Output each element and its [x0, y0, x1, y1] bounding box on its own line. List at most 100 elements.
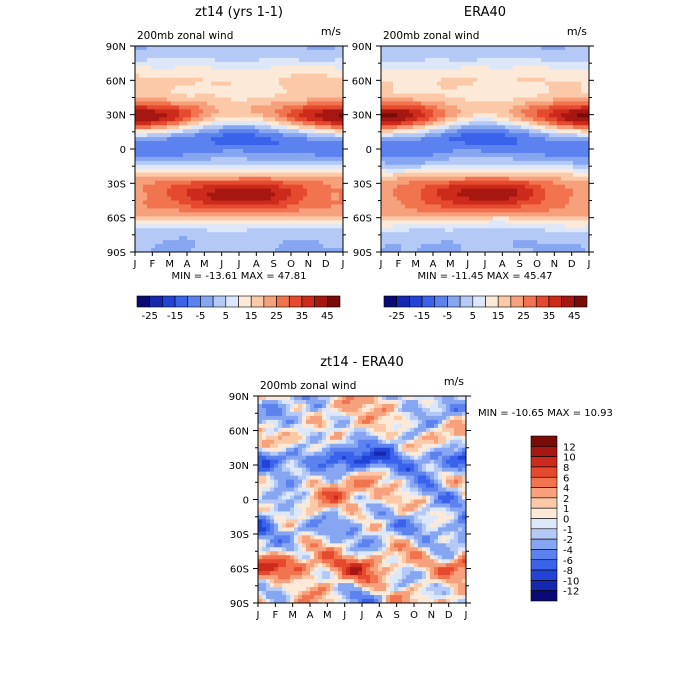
heatmap-cell: [255, 129, 260, 134]
heatmap-cell: [417, 236, 422, 241]
heatmap-cell: [243, 184, 248, 190]
heatmap-cell: [501, 244, 506, 249]
heatmap-cell: [397, 121, 402, 126]
heatmap-cell: [283, 93, 288, 98]
heatmap-cell: [227, 105, 232, 110]
heatmap-cell: [397, 232, 402, 237]
heatmap-cell: [401, 69, 406, 75]
heatmap-cell: [275, 53, 280, 59]
heatmap-cell: [135, 129, 140, 134]
heatmap-cell: [215, 236, 220, 241]
heatmap-cell: [533, 200, 538, 205]
heatmap-cell: [485, 113, 490, 118]
heatmap-cell: [413, 89, 418, 94]
heatmap-cell: [323, 232, 328, 237]
heatmap-cell: [215, 73, 220, 79]
heatmap-cell: [525, 65, 530, 71]
heatmap-cell: [461, 145, 466, 150]
heatmap-cell: [505, 101, 510, 106]
heatmap-cell: [171, 85, 176, 90]
heatmap-cell: [505, 46, 510, 51]
heatmap-cell: [331, 109, 336, 114]
heatmap-cell: [239, 228, 244, 233]
heatmap-cell: [529, 109, 534, 114]
heatmap-cell: [381, 188, 386, 193]
heatmap-cell: [311, 46, 316, 51]
heatmap-cell: [397, 77, 402, 83]
heatmap-cell: [163, 176, 168, 182]
heatmap-cell: [327, 137, 332, 142]
heatmap-cell: [397, 49, 402, 55]
heatmap-cell: [429, 216, 434, 221]
heatmap-cell: [409, 172, 414, 178]
heatmap-cell: [291, 46, 296, 51]
heatmap-cell: [159, 109, 164, 114]
heatmap-cell: [179, 220, 184, 225]
heatmap-cell: [339, 101, 344, 106]
heatmap-cell: [509, 133, 514, 138]
heatmap-cell: [533, 73, 538, 79]
heatmap-cell: [187, 248, 192, 253]
heatmap-cell: [255, 216, 260, 221]
heatmap-cell: [307, 156, 312, 162]
heatmap-cell: [139, 109, 144, 114]
heatmap-cell: [393, 145, 398, 150]
heatmap-cell: [271, 121, 276, 126]
heatmap-cell: [163, 236, 168, 241]
heatmap-cell: [327, 188, 332, 193]
heatmap-cell: [155, 176, 160, 182]
heatmap-cell: [429, 232, 434, 237]
heatmap-cell: [513, 57, 518, 63]
heatmap-cell: [187, 81, 192, 87]
heatmap-cell: [263, 168, 268, 174]
heatmap-cell: [393, 133, 398, 138]
heatmap-cell: [303, 180, 308, 186]
heatmap-cell: [311, 117, 316, 122]
heatmap-cell: [433, 85, 438, 90]
heatmap-cell: [211, 145, 216, 150]
heatmap-cell: [275, 180, 280, 186]
heatmap-cell: [453, 168, 458, 174]
heatmap-cell: [477, 236, 482, 241]
heatmap-cell: [393, 176, 398, 182]
heatmap-cell: [385, 208, 390, 213]
heatmap-cell: [159, 152, 164, 158]
heatmap-cell: [441, 220, 446, 225]
heatmap-cell: [163, 180, 168, 186]
heatmap-cell: [171, 248, 176, 253]
heatmap-cell: [323, 109, 328, 114]
heatmap-cell: [335, 57, 340, 63]
heatmap-cell: [271, 180, 276, 186]
heatmap-cell: [521, 160, 526, 166]
heatmap-cell: [457, 192, 462, 197]
heatmap-cell: [497, 180, 502, 186]
heatmap-cell: [235, 224, 240, 229]
heatmap-cell: [493, 113, 498, 118]
heatmap-cell: [183, 141, 188, 146]
heatmap-cell: [279, 81, 284, 87]
heatmap-cell: [267, 89, 272, 94]
heatmap-cell: [171, 129, 176, 134]
heatmap-cell: [215, 220, 220, 225]
heatmap-cell: [385, 129, 390, 134]
heatmap-cell: [215, 77, 220, 83]
heatmap-cell: [295, 152, 300, 158]
heatmap-cell: [171, 160, 176, 166]
heatmap-cell: [299, 204, 304, 209]
heatmap-cell: [525, 81, 530, 87]
heatmap-cell: [541, 180, 546, 186]
heatmap-cell: [417, 105, 422, 110]
heatmap-cell: [311, 248, 316, 253]
heatmap-cell: [453, 97, 458, 102]
heatmap-cell: [247, 164, 252, 170]
heatmap-cell: [199, 248, 204, 253]
heatmap-cell: [147, 180, 152, 186]
heatmap-cell: [541, 228, 546, 233]
heatmap-cell: [381, 125, 386, 130]
heatmap-cell: [385, 49, 390, 55]
heatmap-cell: [271, 160, 276, 166]
heatmap-cell: [525, 46, 530, 51]
heatmap-cell: [315, 129, 320, 134]
heatmap-cell: [151, 97, 156, 102]
heatmap-cell: [335, 61, 340, 67]
